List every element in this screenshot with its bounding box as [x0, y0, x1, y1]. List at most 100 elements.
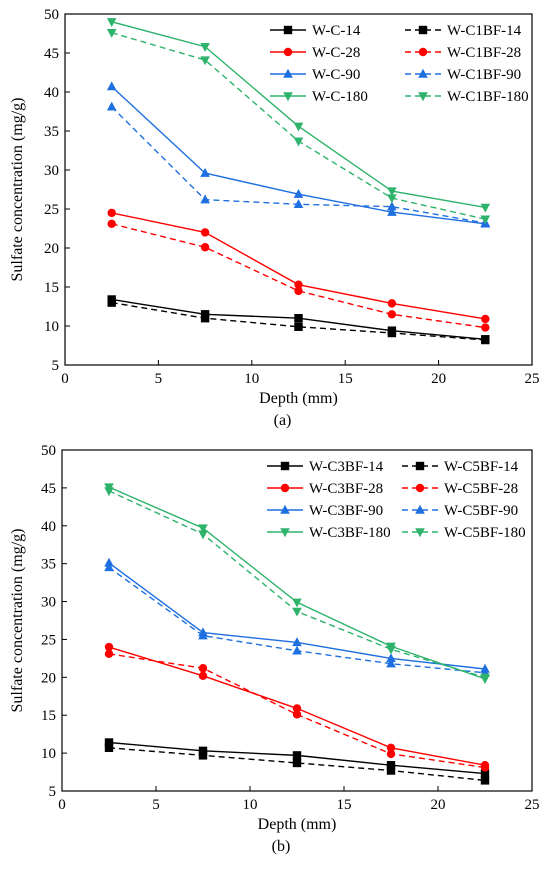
legend-marker — [418, 47, 428, 57]
series-W-C5BF-28 — [104, 649, 490, 772]
data-point — [387, 201, 397, 211]
y-tick-label: 50 — [44, 7, 59, 23]
legend-marker — [415, 483, 425, 493]
data-point — [386, 749, 396, 759]
data-point — [292, 637, 302, 647]
legend-label: W-C3BF-28 — [309, 481, 383, 497]
legend-marker — [418, 92, 428, 102]
legend-item: W-C3BF-14 — [267, 459, 384, 475]
series-W-C1BF-180 — [106, 29, 491, 225]
data-point — [386, 766, 396, 775]
x-tick-label: 0 — [58, 797, 66, 813]
x-tick-label: 15 — [338, 371, 353, 387]
legend-marker — [283, 47, 293, 57]
legend-label: W-C3BF-90 — [309, 503, 383, 519]
legend-label: W-C-90 — [312, 67, 360, 83]
x-tick-label: 25 — [525, 797, 540, 813]
chart-panel-a: 0 5 10 15 20 25 5 10 15 20 25 30 35 40 45 50 Depth (mm) S… — [9, 7, 540, 429]
data-point — [387, 206, 397, 216]
legend-item: W-C5BF-14 — [402, 459, 519, 475]
data-point — [387, 187, 397, 197]
data-point — [198, 746, 208, 756]
series-W-C5BF-14 — [104, 743, 490, 785]
y-tick-label: 5 — [52, 358, 60, 374]
data-point — [200, 314, 210, 323]
y-tick-label: 50 — [41, 443, 56, 459]
legend-item: W-C1BF-90 — [405, 67, 521, 83]
data-point — [104, 743, 114, 753]
series-line — [108, 653, 486, 769]
data-point — [292, 758, 302, 768]
legend-label: W-C1BF-90 — [447, 67, 521, 83]
data-point — [106, 29, 117, 38]
data-point — [104, 562, 114, 572]
legend-label: W-C-14 — [312, 23, 361, 39]
data-point — [200, 167, 210, 177]
data-point — [480, 215, 491, 225]
panel-label: (a) — [274, 412, 292, 429]
x-tick-label: 25 — [525, 371, 540, 387]
data-point — [106, 81, 117, 91]
series-line — [108, 747, 486, 782]
y-tick-label: 5 — [49, 784, 57, 800]
data-point — [481, 335, 490, 345]
legend-label: W-C1BF-28 — [447, 45, 521, 61]
legend-marker — [280, 461, 290, 471]
x-tick-label: 0 — [61, 371, 69, 387]
legend-label: W-C1BF-180 — [447, 89, 529, 105]
data-point — [294, 280, 303, 289]
data-point — [386, 743, 396, 753]
data-point — [106, 18, 117, 27]
legend-item: W-C5BF-90 — [402, 503, 518, 519]
data-point — [386, 653, 396, 663]
data-point — [200, 243, 210, 252]
data-point — [107, 298, 116, 307]
data-point — [387, 310, 397, 319]
series-line — [111, 301, 486, 341]
y-tick-label: 45 — [44, 46, 59, 62]
legend-item: W-C-90 — [270, 67, 360, 83]
y-axis-title: Sulfate concentration (mg/g) — [9, 98, 26, 282]
data-point — [292, 751, 302, 760]
legend-marker — [415, 504, 425, 514]
data-point — [386, 761, 396, 770]
y-tick-label: 35 — [41, 557, 56, 573]
legend-label: W-C1BF-14 — [447, 23, 522, 39]
data-point — [198, 530, 208, 540]
series-W-C1BF-28 — [107, 219, 490, 332]
legend-marker — [280, 528, 290, 538]
legend-marker — [283, 92, 293, 102]
data-point — [292, 704, 302, 713]
legend-marker — [415, 528, 425, 538]
y-tick-label: 10 — [44, 319, 59, 335]
x-tick-label: 20 — [431, 371, 446, 387]
data-point — [200, 228, 210, 237]
series-W-C5BF-90 — [104, 562, 490, 677]
legend-label: W-C3BF-180 — [309, 525, 391, 541]
series-W-C5BF-180 — [104, 487, 490, 683]
legend: W-C3BF-14 W-C5BF-14 W-C3BF-28 W-C5BF-28 W-C3… — [267, 459, 526, 541]
data-point — [387, 299, 397, 308]
y-tick-label: 45 — [41, 481, 56, 497]
x-axis-title: Depth (mm) — [258, 816, 337, 833]
series-W-C-28 — [107, 208, 490, 324]
legend-marker — [283, 25, 293, 35]
y-tick-label: 40 — [41, 519, 56, 535]
legend-item: W-C-14 — [270, 23, 361, 39]
data-point — [104, 738, 114, 747]
data-point — [386, 645, 396, 655]
data-point — [293, 122, 304, 132]
series-line — [111, 223, 486, 329]
legend-marker — [418, 25, 428, 35]
series-line — [111, 212, 486, 320]
data-point — [292, 645, 302, 655]
legend-marker — [280, 504, 290, 514]
data-point — [104, 487, 114, 497]
series-line — [111, 21, 486, 209]
y-tick-label: 25 — [41, 632, 56, 648]
series-W-C1BF-14 — [107, 298, 490, 345]
data-point — [480, 673, 490, 683]
legend-marker — [418, 68, 428, 78]
